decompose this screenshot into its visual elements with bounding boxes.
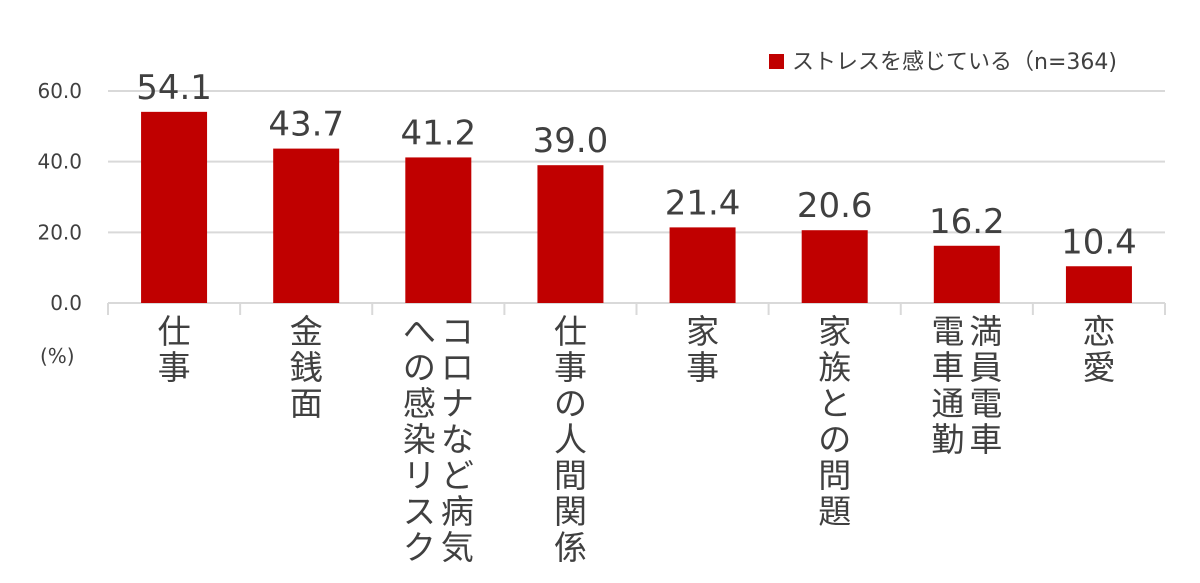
- data-label: 10.4: [1061, 222, 1137, 262]
- category-label-line: 仕事の人間関係: [554, 312, 587, 567]
- data-label: 39.0: [533, 121, 609, 161]
- category-label: 家族との問題: [818, 312, 851, 531]
- data-labels: 54.1 43.7 41.2 39.0 21.4 20.6 16.2 10.4: [136, 68, 1137, 262]
- data-label: 20.6: [797, 186, 873, 226]
- y-tick-label: 40.0: [37, 150, 82, 174]
- category-label-line: 家族との問題: [818, 312, 851, 531]
- category-label: 仕事の人間関係: [554, 312, 587, 567]
- category-label: 仕事: [158, 312, 191, 387]
- y-axis-tick-labels: 0.0 20.0 40.0 60.0: [37, 79, 82, 315]
- bars: [141, 111, 1132, 303]
- category-label-line: 金銭面: [290, 312, 323, 423]
- legend-entry-label: ストレスを感じている（n=364): [792, 50, 1117, 75]
- gridlines: [107, 90, 1166, 315]
- category-label: 家事: [686, 312, 719, 387]
- category-label: 恋愛: [1082, 312, 1115, 387]
- legend-swatch: [769, 54, 784, 69]
- y-axis-unit-label: (%): [40, 344, 75, 368]
- category-label: 金銭面: [290, 312, 323, 423]
- category-label-line: 仕事: [158, 312, 191, 387]
- y-tick-label: 0.0: [50, 291, 82, 315]
- category-label-line: 恋愛: [1082, 312, 1115, 387]
- bar: [801, 230, 868, 303]
- data-label: 54.1: [136, 68, 212, 108]
- bar: [405, 157, 472, 303]
- y-tick-label: 60.0: [37, 79, 82, 103]
- bar: [273, 148, 340, 303]
- data-label: 21.4: [665, 183, 741, 223]
- data-label: 41.2: [400, 113, 476, 153]
- data-label: 16.2: [929, 202, 1005, 242]
- category-label-line: への感染リスク: [403, 312, 436, 567]
- category-label-line: 満員電車: [969, 312, 1002, 459]
- bar: [1065, 266, 1132, 303]
- bar: [933, 245, 1000, 303]
- category-label-line: コロナなど病気: [441, 312, 474, 567]
- bar: [141, 111, 208, 303]
- y-tick-label: 20.0: [37, 220, 82, 244]
- category-label-line: 電車通勤: [931, 312, 964, 459]
- category-label-line: 家事: [686, 312, 719, 387]
- legend: ストレスを感じている（n=364): [769, 50, 1117, 75]
- bar: [537, 165, 604, 303]
- bar: [669, 227, 736, 303]
- data-label: 43.7: [268, 105, 344, 145]
